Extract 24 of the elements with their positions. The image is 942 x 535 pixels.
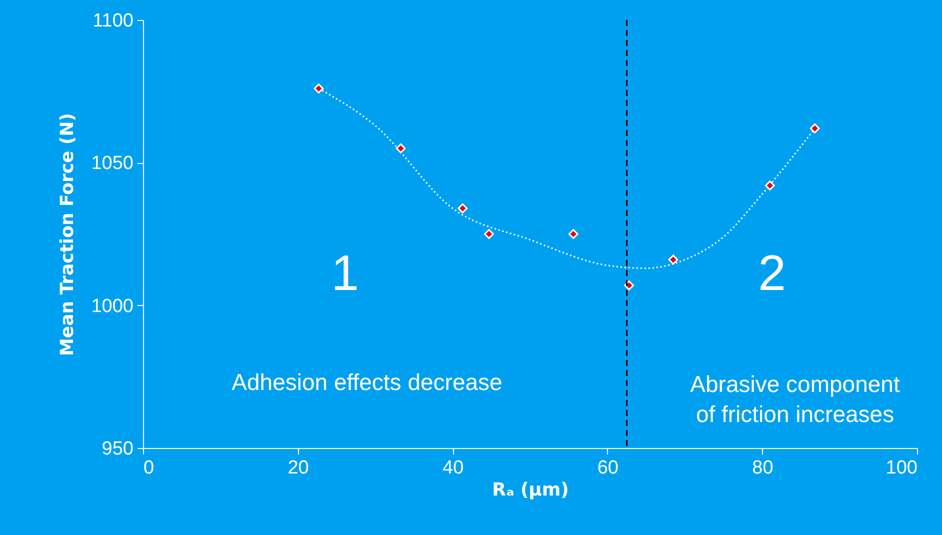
- annotation: 1: [331, 245, 359, 301]
- point: [568, 229, 578, 239]
- x-tick-label: 40: [442, 458, 464, 478]
- annotation: 2: [758, 245, 786, 301]
- y-tick-label: 1000: [91, 296, 134, 317]
- point: [484, 229, 494, 239]
- x-tick-label: 100: [886, 458, 918, 478]
- x-axis-title: Rₐ (µm): [492, 480, 569, 500]
- point: [314, 84, 324, 94]
- x-tick-label: 60: [597, 458, 618, 478]
- point: [810, 123, 820, 134]
- point: [668, 254, 678, 265]
- point: [396, 143, 406, 154]
- annotation: Adhesion effects decrease: [232, 369, 502, 395]
- y-tick-label: 950: [102, 438, 134, 460]
- x-tick-label: 80: [752, 458, 774, 478]
- y-tick-label: 1050: [91, 153, 134, 174]
- y-tick-label: 1100: [92, 10, 134, 32]
- x-tick-label: 20: [288, 458, 309, 478]
- y-axis-title: Mean Traction Force (N): [57, 112, 78, 356]
- annotation: Abrasive component of friction increases: [690, 371, 900, 427]
- point: [458, 203, 468, 214]
- x-tick-label: 0: [144, 458, 154, 478]
- point: [765, 180, 775, 190]
